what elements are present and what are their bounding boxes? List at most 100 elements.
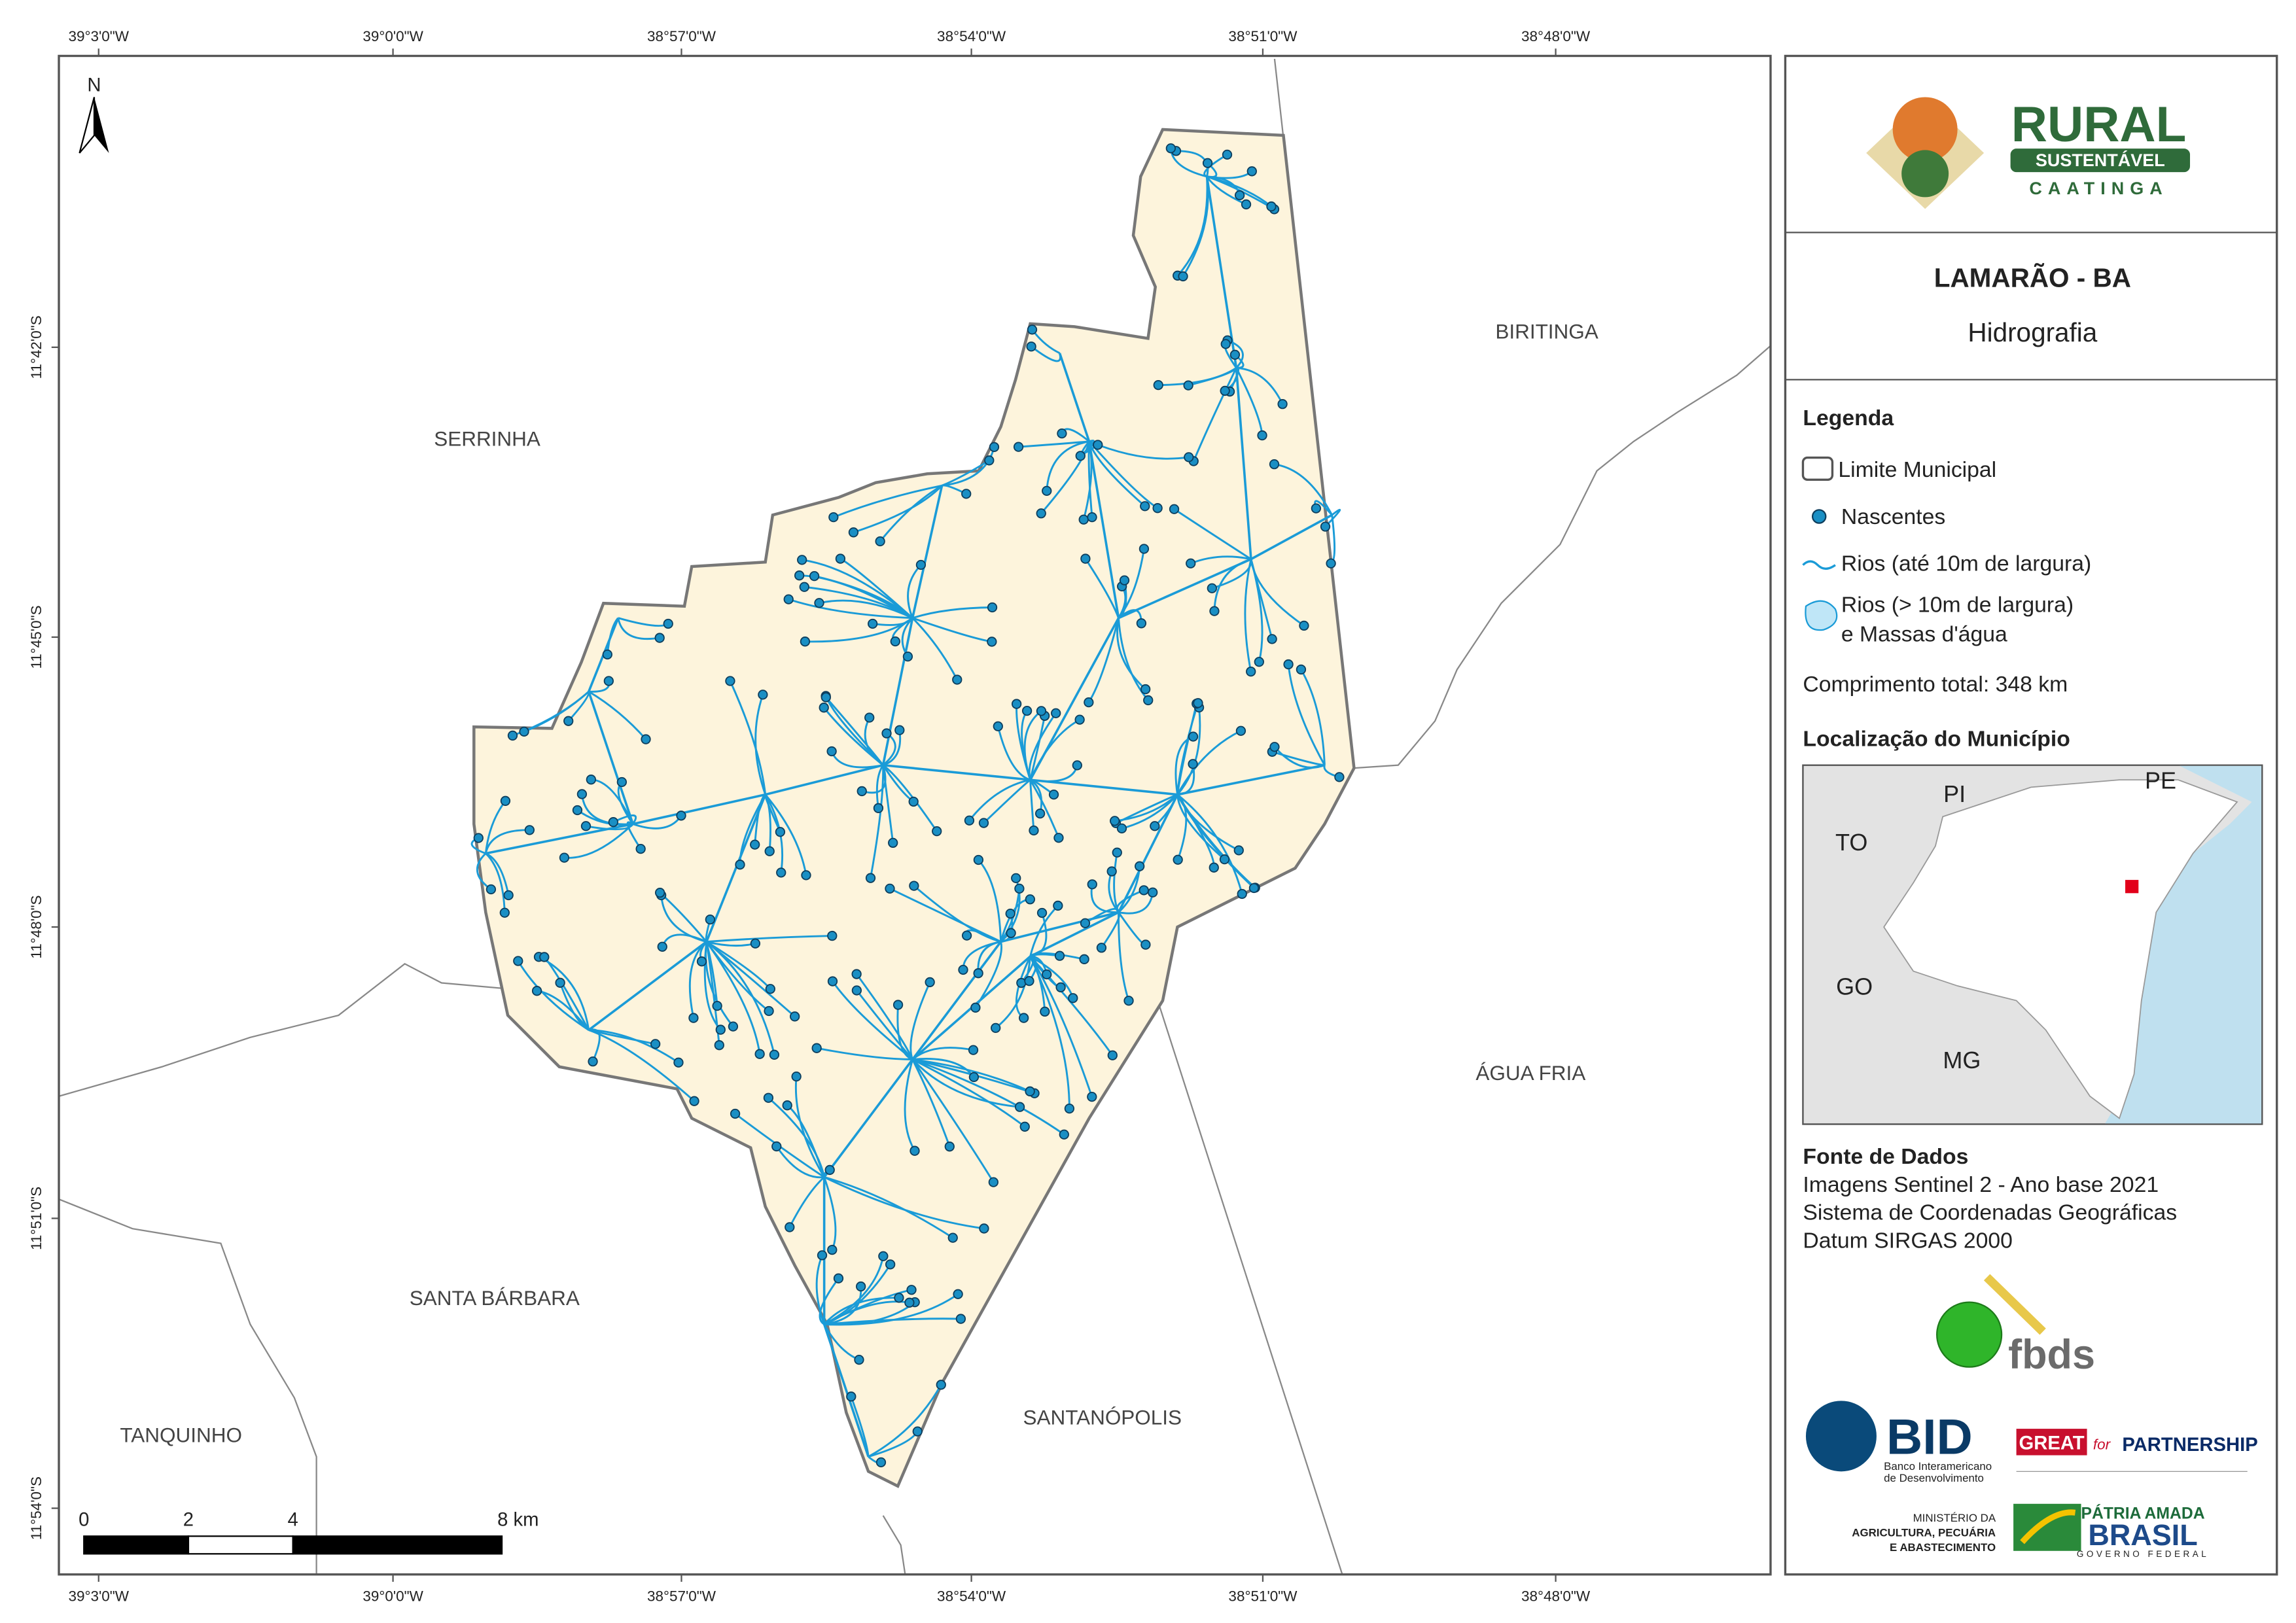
river [564,823,634,859]
coord-label: 11°51'0"S [28,1187,44,1250]
spring [1053,900,1063,911]
spring [1178,271,1188,282]
state-label: PI [1943,780,1966,807]
spring [1048,789,1059,800]
river [824,1264,891,1325]
location-inset: PI PE TO GO MG [1802,764,2263,1125]
coord-label: 39°0'0"W [362,1588,423,1604]
spring [1209,862,1219,873]
rural-logo: RURAL SUSTENTÁVEL CAATINGA [1866,97,2191,209]
spring [827,1244,838,1255]
spring [500,795,511,806]
spring [1021,705,1033,716]
logo-sun [1892,97,1958,162]
spring [856,1281,866,1292]
spring [1093,440,1103,450]
river [1031,345,1061,362]
spring [799,582,809,592]
river [705,941,796,1017]
river [788,598,913,620]
spring [908,796,919,807]
spring [1269,459,1280,470]
river [1250,559,1305,627]
spring [993,721,1003,731]
river [942,459,990,487]
river [974,941,1002,1009]
river [1300,669,1326,765]
river [883,729,902,767]
spring [1078,514,1089,525]
spring [705,914,715,925]
spring [1059,1129,1069,1140]
spring [513,956,523,966]
spring [1326,558,1336,568]
spring [968,1045,979,1055]
river [1029,956,1114,1056]
spring [1080,553,1091,564]
spring [1184,452,1194,462]
spring [906,1285,917,1295]
logo-text: RURAL [2011,97,2187,152]
spring [885,883,895,894]
spring [1267,634,1277,644]
spring [797,555,807,565]
river [1029,514,1333,781]
north-arrow-right [94,97,109,153]
spring [1173,854,1183,865]
spring [1148,887,1158,898]
scale-label: 4 [288,1510,298,1531]
legend-title: Legenda [1803,406,1894,430]
river [1118,866,1141,913]
river [1188,367,1237,387]
spring [1074,714,1085,725]
river [1176,794,1226,860]
spring [765,984,775,994]
spring [769,1049,780,1060]
spring [1152,503,1163,514]
spring [635,843,646,854]
spring [1139,544,1150,554]
state-label: GO [1836,973,1873,1000]
river [978,859,1002,942]
spring [987,602,998,613]
river [754,794,766,845]
spring [846,1391,857,1402]
spring [1143,695,1154,706]
river [823,1297,899,1325]
spring [794,570,805,581]
map-frame-group: N SERRINHA BIRITINGA ÁGUA FRIA SANTA BÁR… [58,54,1772,1576]
state-label: TO [1835,829,1867,856]
spring [715,1024,726,1035]
state-label: PE [2145,767,2176,794]
spring [1064,1103,1075,1114]
river [1273,746,1325,769]
river [942,446,995,487]
river [1088,440,1158,509]
river [983,778,1031,824]
spring [1186,558,1196,568]
river [705,941,771,990]
spring [892,1000,904,1010]
river [815,1255,826,1325]
river [1190,555,1252,565]
spring [1014,883,1025,894]
fbds-logo: fbds [1936,1274,2095,1378]
place-label: SANTANÓPOLIS [1023,1405,1182,1429]
spring [1136,618,1147,629]
flag-swoosh [2020,1509,2076,1544]
river [819,599,913,620]
spring [1116,823,1127,834]
spring [1169,504,1180,514]
scale-label: 2 [183,1510,194,1531]
spring [486,884,497,895]
spring [580,821,592,831]
logo-text: Banco Interamericano [1884,1460,1992,1473]
spring [800,637,811,647]
spring [1072,760,1082,771]
coord-label: 38°54'0"W [937,28,1006,44]
spring [1019,1013,1029,1023]
spring [1054,951,1065,961]
river [1236,366,1284,405]
place-label: ÁGUA FRIA [1475,1061,1585,1085]
spring [616,777,627,788]
